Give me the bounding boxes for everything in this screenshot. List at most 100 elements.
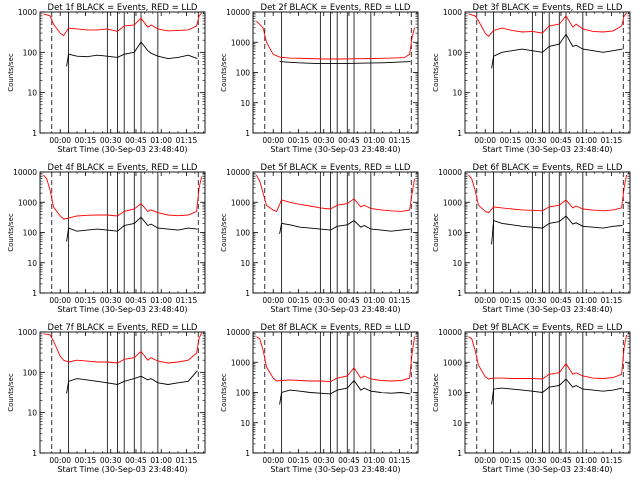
x-axis-label: Start Time (30-Sep-03 23:48:40) [270, 465, 400, 474]
x-tick-label: 01:15 [389, 136, 411, 145]
x-tick-label: 00:30 [525, 136, 547, 145]
y-axis-label: Counts/sec [7, 53, 15, 92]
series-line [66, 216, 198, 242]
y-tick-label: 100 [23, 368, 38, 377]
x-tick-label: 00:45 [550, 456, 572, 465]
plot-frame [252, 11, 419, 134]
series-line [491, 378, 623, 405]
y-tick-label: 1000 [231, 38, 250, 47]
series-line [43, 12, 202, 37]
y-tick-label: 100 [23, 229, 38, 238]
y-tick-label: 100 [236, 69, 251, 78]
chart-title: Det 5f BLACK = Events, RED = LLD [261, 163, 411, 173]
y-tick-label: 10 [27, 409, 37, 418]
x-tick-label: 01:00 [363, 296, 385, 305]
y-tick-label: 100 [23, 48, 38, 57]
y-tick-label: 1 [457, 129, 462, 138]
y-axis-label: Counts/sec [432, 213, 440, 252]
series-line [66, 370, 198, 394]
y-tick-label: 10000 [226, 168, 250, 177]
y-tick-label: 10000 [13, 168, 37, 177]
x-tick-label: 00:00 [49, 136, 71, 145]
y-tick-label: 10 [27, 89, 37, 98]
x-tick-label: 00:45 [550, 296, 572, 305]
y-tick-label: 100 [448, 48, 463, 57]
x-tick-label: 01:15 [176, 136, 198, 145]
x-tick-label: 00:00 [474, 136, 496, 145]
x-tick-label: 00:30 [525, 296, 547, 305]
chart-panel: Det 2f BLACK = Events, RED = LLD10000100… [220, 3, 419, 154]
plot-frame [39, 331, 206, 454]
chart-panel: Det 1f BLACK = Events, RED = LLD10001001… [7, 3, 206, 154]
x-tick-label: 00:15 [288, 456, 310, 465]
chart-panel: Det 9f BLACK = Events, RED = LLD10000100… [432, 323, 631, 474]
y-tick-label: 10000 [226, 328, 250, 337]
x-axis-label: Start Time (30-Sep-03 23:48:40) [270, 305, 400, 314]
chart-panel: Det 7f BLACK = Events, RED = LLD10001001… [7, 323, 206, 474]
y-tick-label: 1 [245, 129, 250, 138]
y-tick-label: 1000 [18, 8, 37, 17]
plot-frame [39, 11, 206, 134]
y-tick-label: 10000 [438, 328, 462, 337]
x-tick-label: 01:00 [150, 136, 172, 145]
x-axis-label: Start Time (30-Sep-03 23:48:40) [57, 465, 187, 474]
x-tick-label: 01:00 [150, 456, 172, 465]
x-axis-label: Start Time (30-Sep-03 23:48:40) [57, 305, 187, 314]
y-tick-label: 1000 [231, 358, 250, 367]
y-axis-label: Counts/sec [220, 213, 228, 252]
x-tick-label: 00:45 [125, 456, 147, 465]
chart-panel: Det 8f BLACK = Events, RED = LLD10000100… [220, 323, 419, 474]
x-tick-label: 01:15 [176, 296, 198, 305]
chart-panel: Det 3f BLACK = Events, RED = LLD10001001… [432, 3, 631, 154]
chart-title: Det 4f BLACK = Events, RED = LLD [48, 163, 198, 173]
x-tick-label: 00:15 [500, 296, 522, 305]
plot-frame [464, 171, 631, 294]
series-line [66, 41, 198, 67]
y-tick-label: 100 [448, 389, 463, 398]
x-tick-label: 01:15 [389, 456, 411, 465]
y-tick-label: 10 [240, 419, 250, 428]
x-tick-label: 00:45 [550, 136, 572, 145]
y-axis-label: Counts/sec [220, 53, 228, 92]
y-tick-label: 1000 [443, 198, 462, 207]
y-tick-label: 10 [240, 259, 250, 268]
y-tick-label: 1000 [18, 328, 37, 337]
plot-frame [464, 331, 631, 454]
x-tick-label: 01:00 [150, 296, 172, 305]
chart-panel: Det 4f BLACK = Events, RED = LLD10000100… [7, 163, 206, 314]
x-tick-label: 00:30 [100, 456, 122, 465]
chart-panel: Det 5f BLACK = Events, RED = LLD10000100… [220, 163, 419, 314]
y-tick-label: 10 [452, 259, 462, 268]
chart-title: Det 2f BLACK = Events, RED = LLD [261, 3, 411, 13]
y-axis-label: Counts/sec [7, 213, 15, 252]
y-tick-label: 1 [245, 289, 250, 298]
series-line [279, 219, 411, 234]
x-tick-label: 01:15 [176, 456, 198, 465]
x-tick-label: 01:15 [389, 296, 411, 305]
chart-title: Det 8f BLACK = Events, RED = LLD [261, 323, 411, 333]
x-tick-label: 01:15 [601, 456, 623, 465]
x-tick-label: 00:00 [262, 296, 284, 305]
x-tick-label: 00:00 [49, 456, 71, 465]
plot-frame [252, 331, 419, 454]
y-tick-label: 1 [32, 129, 37, 138]
x-tick-label: 00:15 [288, 296, 310, 305]
y-tick-label: 1000 [443, 8, 462, 17]
x-tick-label: 00:15 [75, 456, 97, 465]
x-tick-label: 00:45 [338, 456, 360, 465]
series-line [468, 334, 628, 380]
y-tick-label: 10 [27, 259, 37, 268]
y-tick-label: 10000 [226, 8, 250, 17]
x-tick-label: 00:30 [100, 136, 122, 145]
x-tick-label: 00:30 [313, 136, 335, 145]
plot-frame [39, 171, 206, 294]
x-tick-label: 01:00 [363, 456, 385, 465]
x-tick-label: 00:00 [262, 136, 284, 145]
series-line [468, 12, 627, 37]
x-tick-label: 00:15 [500, 136, 522, 145]
y-tick-label: 1 [457, 289, 462, 298]
y-tick-label: 10 [452, 419, 462, 428]
series-line [256, 20, 416, 60]
y-tick-label: 1 [32, 449, 37, 458]
